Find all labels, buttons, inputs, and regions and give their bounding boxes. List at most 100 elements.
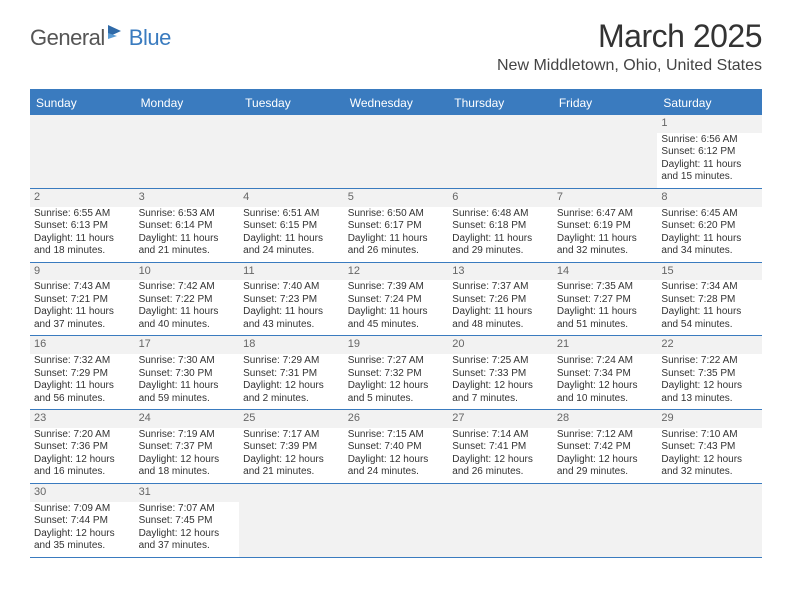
sunset-text: Sunset: 7:35 PM	[661, 368, 758, 381]
daylight-text: Daylight: 12 hours	[139, 454, 236, 467]
sunset-text: Sunset: 6:20 PM	[661, 220, 758, 233]
logo-text-blue: Blue	[129, 25, 171, 51]
day-number: 1	[657, 115, 762, 133]
sunrise-text: Sunrise: 7:10 AM	[661, 429, 758, 442]
calendar-cell: 1Sunrise: 6:56 AMSunset: 6:12 PMDaylight…	[657, 115, 762, 188]
day-number: 18	[239, 336, 344, 354]
sunset-text: Sunset: 6:19 PM	[557, 220, 654, 233]
daylight-text: Daylight: 12 hours	[34, 528, 131, 541]
sunset-text: Sunset: 7:32 PM	[348, 368, 445, 381]
daylight-text: and 43 minutes.	[243, 319, 340, 332]
calendar-cell: 21Sunrise: 7:24 AMSunset: 7:34 PMDayligh…	[553, 336, 658, 409]
daylight-text: Daylight: 11 hours	[34, 233, 131, 246]
daylight-text: Daylight: 11 hours	[452, 306, 549, 319]
daylight-text: Daylight: 11 hours	[243, 233, 340, 246]
sunset-text: Sunset: 7:28 PM	[661, 294, 758, 307]
week-row: 2Sunrise: 6:55 AMSunset: 6:13 PMDaylight…	[30, 189, 762, 263]
calendar-cell: 18Sunrise: 7:29 AMSunset: 7:31 PMDayligh…	[239, 336, 344, 409]
daylight-text: Daylight: 12 hours	[139, 528, 236, 541]
sunset-text: Sunset: 7:21 PM	[34, 294, 131, 307]
day-number: 7	[553, 189, 658, 207]
daylight-text: Daylight: 11 hours	[139, 233, 236, 246]
calendar-cell-empty	[239, 115, 344, 188]
calendar-cell-empty	[239, 484, 344, 557]
day-header-sat: Saturday	[657, 91, 762, 115]
sunset-text: Sunset: 7:41 PM	[452, 441, 549, 454]
daylight-text: Daylight: 12 hours	[557, 380, 654, 393]
day-number: 14	[553, 263, 658, 281]
sunset-text: Sunset: 7:22 PM	[139, 294, 236, 307]
daylight-text: Daylight: 11 hours	[661, 233, 758, 246]
day-number: 9	[30, 263, 135, 281]
daylight-text: Daylight: 11 hours	[348, 306, 445, 319]
daylight-text: and 37 minutes.	[139, 540, 236, 553]
sunrise-text: Sunrise: 7:30 AM	[139, 355, 236, 368]
sunset-text: Sunset: 6:13 PM	[34, 220, 131, 233]
calendar-cell: 25Sunrise: 7:17 AMSunset: 7:39 PMDayligh…	[239, 410, 344, 483]
daylight-text: and 15 minutes.	[661, 171, 758, 184]
calendar-cell: 10Sunrise: 7:42 AMSunset: 7:22 PMDayligh…	[135, 263, 240, 336]
calendar-cell: 3Sunrise: 6:53 AMSunset: 6:14 PMDaylight…	[135, 189, 240, 262]
day-header-thu: Thursday	[448, 91, 553, 115]
daylight-text: Daylight: 12 hours	[243, 454, 340, 467]
day-number: 25	[239, 410, 344, 428]
sunset-text: Sunset: 7:23 PM	[243, 294, 340, 307]
daylight-text: and 24 minutes.	[348, 466, 445, 479]
day-number: 3	[135, 189, 240, 207]
daylight-text: and 26 minutes.	[348, 245, 445, 258]
day-number: 29	[657, 410, 762, 428]
day-number: 4	[239, 189, 344, 207]
sunrise-text: Sunrise: 7:22 AM	[661, 355, 758, 368]
day-number: 27	[448, 410, 553, 428]
sunrise-text: Sunrise: 7:12 AM	[557, 429, 654, 442]
calendar-cell: 11Sunrise: 7:40 AMSunset: 7:23 PMDayligh…	[239, 263, 344, 336]
calendar-cell: 24Sunrise: 7:19 AMSunset: 7:37 PMDayligh…	[135, 410, 240, 483]
day-number: 11	[239, 263, 344, 281]
calendar-cell: 20Sunrise: 7:25 AMSunset: 7:33 PMDayligh…	[448, 336, 553, 409]
sunrise-text: Sunrise: 7:07 AM	[139, 503, 236, 516]
daylight-text: and 5 minutes.	[348, 393, 445, 406]
sunset-text: Sunset: 7:27 PM	[557, 294, 654, 307]
sunset-text: Sunset: 7:40 PM	[348, 441, 445, 454]
sunrise-text: Sunrise: 7:27 AM	[348, 355, 445, 368]
calendar-cell: 9Sunrise: 7:43 AMSunset: 7:21 PMDaylight…	[30, 263, 135, 336]
day-number: 30	[30, 484, 135, 502]
sunset-text: Sunset: 7:33 PM	[452, 368, 549, 381]
sunset-text: Sunset: 7:37 PM	[139, 441, 236, 454]
sunrise-text: Sunrise: 7:19 AM	[139, 429, 236, 442]
daylight-text: and 32 minutes.	[661, 466, 758, 479]
day-number: 31	[135, 484, 240, 502]
day-number: 2	[30, 189, 135, 207]
sunrise-text: Sunrise: 7:34 AM	[661, 281, 758, 294]
sunrise-text: Sunrise: 7:17 AM	[243, 429, 340, 442]
day-number: 21	[553, 336, 658, 354]
daylight-text: and 18 minutes.	[139, 466, 236, 479]
sunrise-text: Sunrise: 7:09 AM	[34, 503, 131, 516]
daylight-text: and 32 minutes.	[557, 245, 654, 258]
sunrise-text: Sunrise: 7:24 AM	[557, 355, 654, 368]
day-number: 8	[657, 189, 762, 207]
calendar: Sunday Monday Tuesday Wednesday Thursday…	[30, 89, 762, 558]
calendar-cell-empty	[135, 115, 240, 188]
daylight-text: and 51 minutes.	[557, 319, 654, 332]
daylight-text: and 54 minutes.	[661, 319, 758, 332]
daylight-text: and 13 minutes.	[661, 393, 758, 406]
calendar-cell: 5Sunrise: 6:50 AMSunset: 6:17 PMDaylight…	[344, 189, 449, 262]
sunrise-text: Sunrise: 7:39 AM	[348, 281, 445, 294]
day-header-fri: Friday	[553, 91, 658, 115]
sunrise-text: Sunrise: 6:53 AM	[139, 208, 236, 221]
calendar-cell: 14Sunrise: 7:35 AMSunset: 7:27 PMDayligh…	[553, 263, 658, 336]
daylight-text: Daylight: 11 hours	[348, 233, 445, 246]
daylight-text: and 59 minutes.	[139, 393, 236, 406]
calendar-cell: 2Sunrise: 6:55 AMSunset: 6:13 PMDaylight…	[30, 189, 135, 262]
daylight-text: and 48 minutes.	[452, 319, 549, 332]
calendar-cell: 12Sunrise: 7:39 AMSunset: 7:24 PMDayligh…	[344, 263, 449, 336]
daylight-text: Daylight: 11 hours	[557, 233, 654, 246]
sunrise-text: Sunrise: 6:45 AM	[661, 208, 758, 221]
calendar-cell: 15Sunrise: 7:34 AMSunset: 7:28 PMDayligh…	[657, 263, 762, 336]
sunrise-text: Sunrise: 6:48 AM	[452, 208, 549, 221]
daylight-text: and 10 minutes.	[557, 393, 654, 406]
daylight-text: and 35 minutes.	[34, 540, 131, 553]
week-row: 1Sunrise: 6:56 AMSunset: 6:12 PMDaylight…	[30, 115, 762, 189]
sunset-text: Sunset: 6:12 PM	[661, 146, 758, 159]
